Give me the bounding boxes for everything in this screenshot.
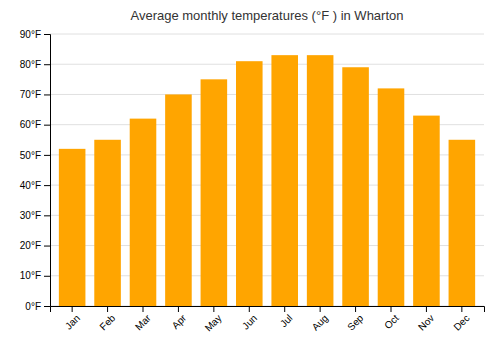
- bar: [342, 67, 369, 306]
- tick-label: Dec: [451, 312, 471, 332]
- axis-line: [44, 35, 51, 307]
- bar: [449, 140, 476, 306]
- bar: [94, 140, 121, 306]
- tick-mark: [72, 306, 73, 312]
- grid-line: [50, 34, 484, 35]
- tick: Jul: [278, 306, 295, 329]
- tick-label: Apr: [170, 312, 189, 331]
- tick-mark: [426, 306, 427, 312]
- tick: 0°F: [25, 301, 50, 312]
- tick-label: 60°F: [20, 119, 41, 130]
- tick-mark: [44, 125, 50, 126]
- bar: [413, 116, 440, 306]
- tick: Apr: [170, 306, 189, 331]
- tick: 60°F: [20, 119, 50, 130]
- tick: 30°F: [20, 210, 50, 221]
- tick-mark: [44, 306, 50, 307]
- tick: 90°F: [20, 29, 50, 40]
- tick-label: 90°F: [20, 29, 41, 40]
- tick-label: 30°F: [20, 210, 41, 221]
- tick: Jan: [63, 306, 82, 332]
- tick-label: Aug: [310, 312, 330, 332]
- grid: [50, 34, 484, 306]
- tick-label: 0°F: [25, 301, 41, 312]
- bar: [59, 149, 86, 306]
- tick-mark: [44, 215, 50, 216]
- tick: Mar: [133, 306, 153, 332]
- tick-label: Jan: [63, 312, 82, 331]
- tick-label: May: [203, 312, 224, 333]
- tick-mark: [284, 306, 285, 312]
- tick: Sep: [345, 306, 366, 333]
- tick-label: 50°F: [20, 150, 41, 161]
- tick: 40°F: [20, 180, 50, 191]
- tick-label: 70°F: [20, 89, 41, 100]
- tick-mark: [44, 94, 50, 95]
- tick: 20°F: [20, 240, 50, 251]
- tick-mark: [320, 306, 321, 312]
- tick-mark: [213, 306, 214, 312]
- tick: Oct: [382, 306, 401, 331]
- tick-mark: [178, 306, 179, 312]
- bar: [378, 88, 405, 306]
- tick-label: Jul: [278, 312, 295, 329]
- tick-mark: [355, 306, 356, 312]
- tick-label: Jun: [240, 312, 259, 331]
- tick-label: Nov: [416, 312, 436, 332]
- bar: [130, 119, 157, 306]
- tick-mark: [44, 276, 50, 277]
- tick-label: 10°F: [20, 270, 41, 281]
- tick: 80°F: [20, 59, 50, 70]
- tick: 50°F: [20, 150, 50, 161]
- tick-label: Oct: [382, 312, 401, 331]
- tick: Feb: [98, 306, 118, 332]
- tick-label: 80°F: [20, 59, 41, 70]
- tick: May: [203, 306, 224, 334]
- tick-label: Feb: [98, 312, 118, 332]
- tick-mark: [249, 306, 250, 312]
- bar: [271, 55, 298, 306]
- bar: [307, 55, 334, 306]
- tick-label: Mar: [133, 312, 153, 332]
- grid-line: [50, 94, 484, 95]
- tick-mark: [107, 306, 108, 312]
- tick-mark: [44, 155, 50, 156]
- tick: Aug: [310, 306, 330, 333]
- tick-label: 20°F: [20, 240, 41, 251]
- tick-label: Sep: [345, 312, 366, 333]
- plot: 0°F 10°F 20°F 30°F 40°F 50°F 60°F 70°F 80°F 90°F J…: [20, 29, 485, 334]
- tick-mark: [44, 246, 50, 247]
- x-axis: Jan Feb Mar Apr May Jun Jul Aug Sep Oct Nov Dec: [51, 306, 485, 334]
- title: Average monthly temperatures (°F ) in Wh…: [130, 8, 403, 23]
- tick: 10°F: [20, 270, 50, 281]
- tick: Dec: [451, 306, 471, 333]
- tick: 70°F: [20, 89, 50, 100]
- bar: [165, 94, 192, 306]
- tick: Jun: [240, 306, 259, 332]
- tick: Nov: [416, 306, 436, 333]
- chart: 0°F 10°F 20°F 30°F 40°F 50°F 60°F 70°F 80°F 90°F J…: [0, 0, 500, 350]
- y-axis: 0°F 10°F 20°F 30°F 40°F 50°F 60°F 70°F 80°F 90°F: [20, 29, 51, 312]
- tick-mark: [391, 306, 392, 312]
- bar: [236, 61, 263, 306]
- tick-mark: [143, 306, 144, 312]
- grid-line: [50, 64, 484, 65]
- bars: [59, 55, 475, 306]
- axis-line: [51, 307, 485, 313]
- bar: [201, 79, 228, 306]
- tick-mark: [44, 185, 50, 186]
- tick-mark: [44, 34, 50, 35]
- tick-mark: [461, 306, 462, 312]
- tick-label: 40°F: [20, 180, 41, 191]
- tick-mark: [44, 64, 50, 65]
